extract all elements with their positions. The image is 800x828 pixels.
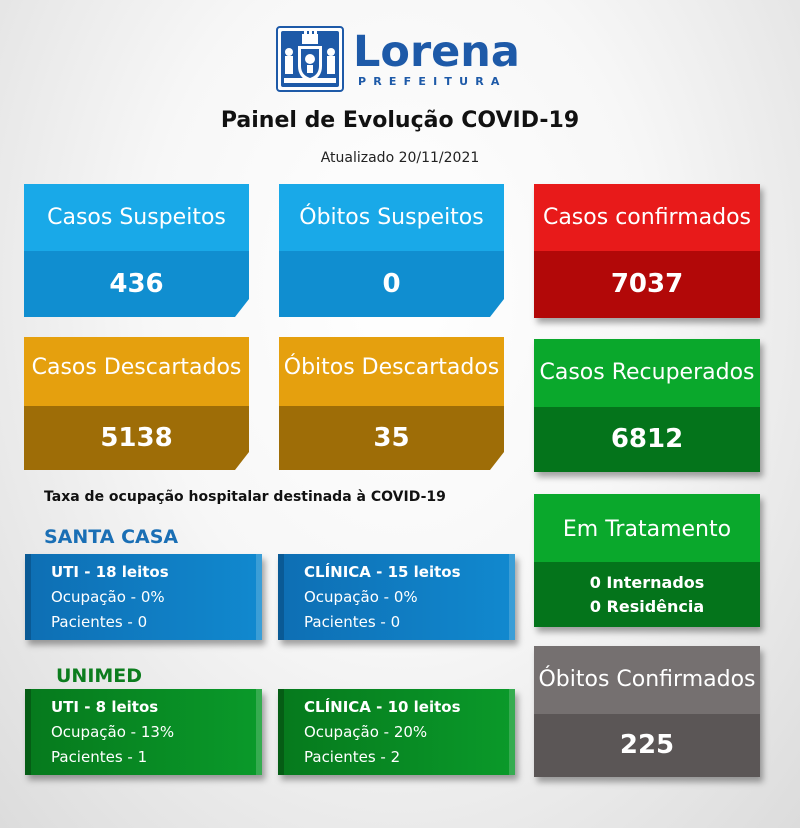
bed-title: UTI - 18 leitos (51, 563, 169, 581)
bed-ocupacao: Ocupação - 20% (304, 723, 428, 741)
card-label: Casos Suspeitos (24, 184, 249, 251)
card-obitos-suspeitos: Óbitos Suspeitos 0 (279, 184, 504, 317)
card-casos-confirmados: Casos confirmados 7037 (534, 184, 760, 318)
bed-pacientes: Pacientes - 0 (304, 613, 401, 631)
logo-subtitle: PREFEITURA (358, 75, 507, 88)
card-obitos-descartados: Óbitos Descartados 35 (279, 337, 504, 470)
santa-casa-uti-box: UTI - 18 leitos Ocupação - 0% Pacientes … (25, 554, 262, 640)
card-label: Em Tratamento (534, 494, 760, 562)
card-value: 5138 (24, 406, 249, 470)
unimed-uti-box: UTI - 8 leitos Ocupação - 13% Pacientes … (25, 689, 262, 775)
card-casos-recuperados: Casos Recuperados 6812 (534, 339, 760, 472)
bed-title: CLÍNICA - 10 leitos (304, 698, 461, 716)
page-title: Painel de Evolução COVID-19 (220, 108, 580, 133)
unimed-clinica-box: CLÍNICA - 10 leitos Ocupação - 20% Pacie… (278, 689, 515, 775)
bed-ocupacao: Ocupação - 0% (51, 588, 165, 606)
card-value: 6812 (534, 407, 760, 472)
card-value: 7037 (534, 251, 760, 318)
lorena-logo: Lorena PREFEITURA (276, 26, 526, 92)
bed-title: UTI - 8 leitos (51, 698, 159, 716)
bed-title: CLÍNICA - 15 leitos (304, 563, 461, 581)
bed-pacientes: Pacientes - 1 (51, 748, 148, 766)
card-label: Casos confirmados (534, 184, 760, 251)
card-value: 436 (24, 251, 249, 317)
card-value: 0 (279, 251, 504, 317)
card-label: Óbitos Suspeitos (279, 184, 504, 251)
bed-pacientes: Pacientes - 0 (51, 613, 148, 631)
card-label: Casos Descartados (24, 337, 249, 406)
card-value: 225 (534, 714, 760, 777)
city-crest-icon (276, 26, 344, 92)
card-label: Casos Recuperados (534, 339, 760, 407)
card-label: Óbitos Descartados (279, 337, 504, 406)
card-em-tratamento: Em Tratamento 0 Internados 0 Residência (534, 494, 760, 627)
bed-pacientes: Pacientes - 2 (304, 748, 401, 766)
card-detail: 0 Internados 0 Residência (534, 562, 760, 627)
bed-ocupacao: Ocupação - 13% (51, 723, 175, 741)
card-label: Óbitos Confirmados (534, 646, 760, 714)
santa-casa-clinica-box: CLÍNICA - 15 leitos Ocupação - 0% Pacien… (278, 554, 515, 640)
updated-date: Atualizado 20/11/2021 (320, 150, 480, 166)
logo-wordmark: Lorena (353, 27, 520, 77)
santa-casa-label: SANTA CASA (44, 526, 179, 548)
residencia-count: 0 Residência (589, 597, 705, 616)
card-obitos-confirmados: Óbitos Confirmados 225 (534, 646, 760, 777)
card-value: 35 (279, 406, 504, 470)
bed-ocupacao: Ocupação - 0% (304, 588, 418, 606)
occupancy-title: Taxa de ocupação hospitalar destinada à … (44, 489, 446, 505)
card-casos-suspeitos: Casos Suspeitos 436 (24, 184, 249, 317)
internados-count: 0 Internados (589, 573, 705, 592)
card-casos-descartados: Casos Descartados 5138 (24, 337, 249, 470)
unimed-label: UNIMED (56, 665, 143, 687)
